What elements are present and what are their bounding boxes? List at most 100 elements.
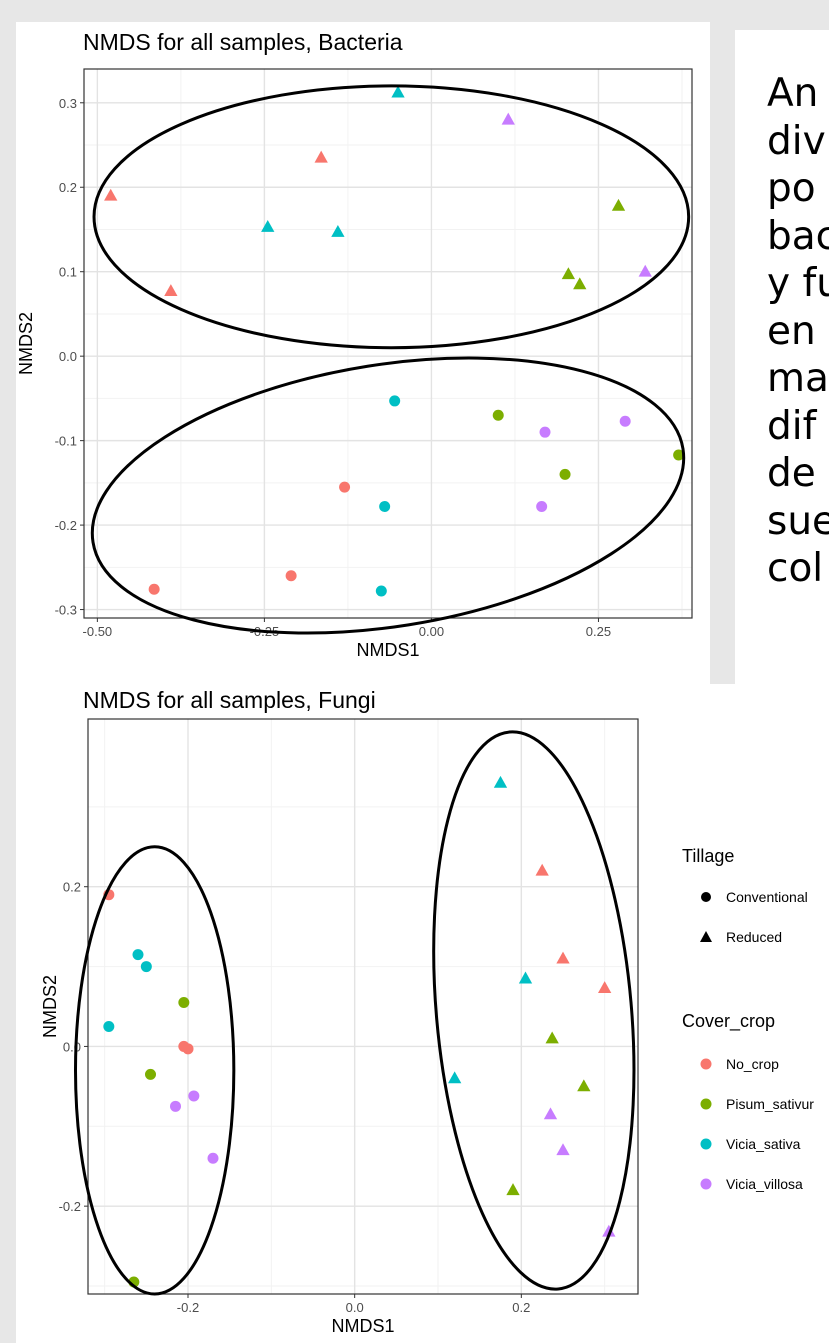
- side-text-line: en: [767, 308, 816, 354]
- data-point-circle: [188, 1090, 200, 1102]
- side-text-line: de: [767, 451, 816, 496]
- side-text-line: y fu: [767, 261, 829, 306]
- data-point-triangle: [535, 863, 549, 876]
- data-point-circle: [536, 501, 548, 513]
- data-point-circle: [379, 501, 391, 513]
- data-point-circle: [619, 415, 631, 427]
- bacteria-chart-panel: -0.50 -0.25 0.00 0.25 -0.3 -0.2 -0.1 0.0 0.1 0.2 0…: [16, 22, 710, 684]
- data-point-circle: [539, 426, 551, 438]
- data-point-triangle: [611, 198, 626, 211]
- legend-cover-label: Vicia_sativa: [726, 1136, 801, 1152]
- side-text-panel: An div po bac y fu en ma dif de sue col: [735, 30, 829, 722]
- x-axis-label: NMDS1: [331, 1316, 394, 1336]
- y-tick-label: -0.1: [55, 434, 77, 449]
- data-point-circle: [492, 409, 504, 421]
- legend-cover-label: No_crop: [726, 1056, 779, 1072]
- y-tick-label: -0.2: [59, 1199, 81, 1214]
- data-point-circle: [103, 1020, 115, 1032]
- data-point-circle: [559, 468, 571, 480]
- plot-area: [84, 69, 692, 618]
- x-tick-label: 0.00: [419, 624, 444, 639]
- data-point-circle: [170, 1100, 181, 1112]
- data-point-triangle: [448, 1071, 462, 1084]
- fungi-chart-panel: -0.2 0.0 0.2 -0.2 0.0 0.2 NMDS for all samples…: [16, 684, 829, 1343]
- plot-area: [88, 719, 638, 1294]
- data-point-triangle: [501, 112, 515, 125]
- data-point-triangle: [556, 951, 570, 964]
- data-point-triangle: [331, 225, 345, 237]
- legend-triangle-icon: [700, 931, 712, 942]
- x-tick-label: 0.0: [346, 1300, 364, 1315]
- y-tick-label: 0.0: [59, 349, 77, 364]
- y-tick-label: 0.2: [63, 880, 81, 895]
- data-point-triangle: [598, 981, 612, 994]
- legend-color-dot: [700, 1098, 712, 1110]
- chart-title: NMDS for all samples, Fungi: [83, 687, 376, 713]
- y-tick-label: 0.2: [59, 180, 77, 195]
- cluster-ellipse: [74, 845, 236, 1296]
- data-point-triangle: [602, 1224, 616, 1237]
- data-point-triangle: [638, 264, 652, 277]
- plot-border: [83, 68, 693, 619]
- side-text-line: bac: [767, 213, 829, 259]
- x-tick-label: -0.2: [177, 1300, 199, 1315]
- legend-cover-label: Pisum_sativur: [726, 1096, 814, 1112]
- data-point-triangle: [518, 971, 533, 984]
- chart-title: NMDS for all samples, Bacteria: [83, 29, 403, 55]
- side-text-line: An: [767, 71, 819, 116]
- data-point-triangle: [314, 150, 328, 163]
- legend-title-cover: Cover_crop: [682, 1011, 775, 1032]
- side-text-line: ma: [767, 356, 829, 401]
- y-tick-label: -0.3: [55, 603, 77, 618]
- data-point-circle: [375, 585, 387, 597]
- cluster-ellipse: [432, 730, 636, 1291]
- legend-color-dot: [700, 1138, 712, 1150]
- data-point-circle: [285, 570, 297, 582]
- data-point-triangle: [391, 85, 405, 98]
- fungi-chart-svg: -0.2 0.0 0.2 -0.2 0.0 0.2 NMDS for all samples…: [40, 687, 814, 1336]
- side-text-line: dif: [767, 403, 817, 449]
- side-text-line: po: [767, 166, 816, 211]
- side-text-line: col: [767, 546, 824, 591]
- bacteria-chart-svg: -0.50 -0.25 0.00 0.25-0.3-0.2-0.10.00.10.20…: [16, 29, 693, 660]
- side-text-line: sue: [767, 498, 829, 544]
- legend-title-tillage: Tillage: [682, 846, 734, 866]
- data-point-triangle: [573, 277, 587, 290]
- y-tick-label: 0.1: [59, 265, 77, 280]
- side-text-line: div: [767, 118, 826, 164]
- y-axis-label: NMDS2: [16, 312, 36, 375]
- cluster-ellipse: [92, 84, 691, 350]
- data-point-circle: [673, 449, 685, 461]
- plot-border: [87, 718, 639, 1295]
- data-point-triangle: [543, 1107, 558, 1120]
- data-point-triangle: [261, 219, 275, 232]
- data-point-triangle: [164, 284, 178, 297]
- data-point-circle: [148, 583, 160, 595]
- legend-circle-icon: [701, 892, 711, 902]
- data-point-circle: [178, 997, 190, 1009]
- data-point-circle: [132, 949, 144, 961]
- side-text-block: An div po bac y fu en ma dif de sue col: [767, 70, 829, 593]
- data-point-triangle: [545, 1031, 559, 1044]
- data-point-triangle: [493, 775, 508, 788]
- data-point-triangle: [104, 188, 118, 201]
- x-tick-label: 0.25: [586, 624, 611, 639]
- legend: Tillage Conventional Reduced Cover_crop No_c…: [682, 846, 814, 1192]
- x-tick-label: -0.50: [83, 624, 113, 639]
- legend-color-dot: [700, 1178, 712, 1190]
- x-tick-label: 0.2: [512, 1300, 530, 1315]
- data-point-circle: [207, 1152, 219, 1164]
- y-tick-label: -0.2: [55, 518, 77, 533]
- legend-color-dot: [700, 1058, 712, 1070]
- data-point-circle: [339, 481, 351, 493]
- x-axis-label: NMDS1: [356, 640, 419, 660]
- data-point-circle: [182, 1043, 194, 1055]
- y-tick-label: 0.0: [63, 1039, 81, 1054]
- data-point-triangle: [506, 1183, 520, 1196]
- data-point-triangle: [561, 267, 576, 280]
- data-point-circle: [145, 1068, 156, 1080]
- legend-tillage-label: Reduced: [726, 929, 782, 945]
- y-tick-label: 0.3: [59, 96, 77, 111]
- data-point-circle: [389, 395, 401, 407]
- legend-cover-label: Vicia_villosa: [726, 1176, 803, 1192]
